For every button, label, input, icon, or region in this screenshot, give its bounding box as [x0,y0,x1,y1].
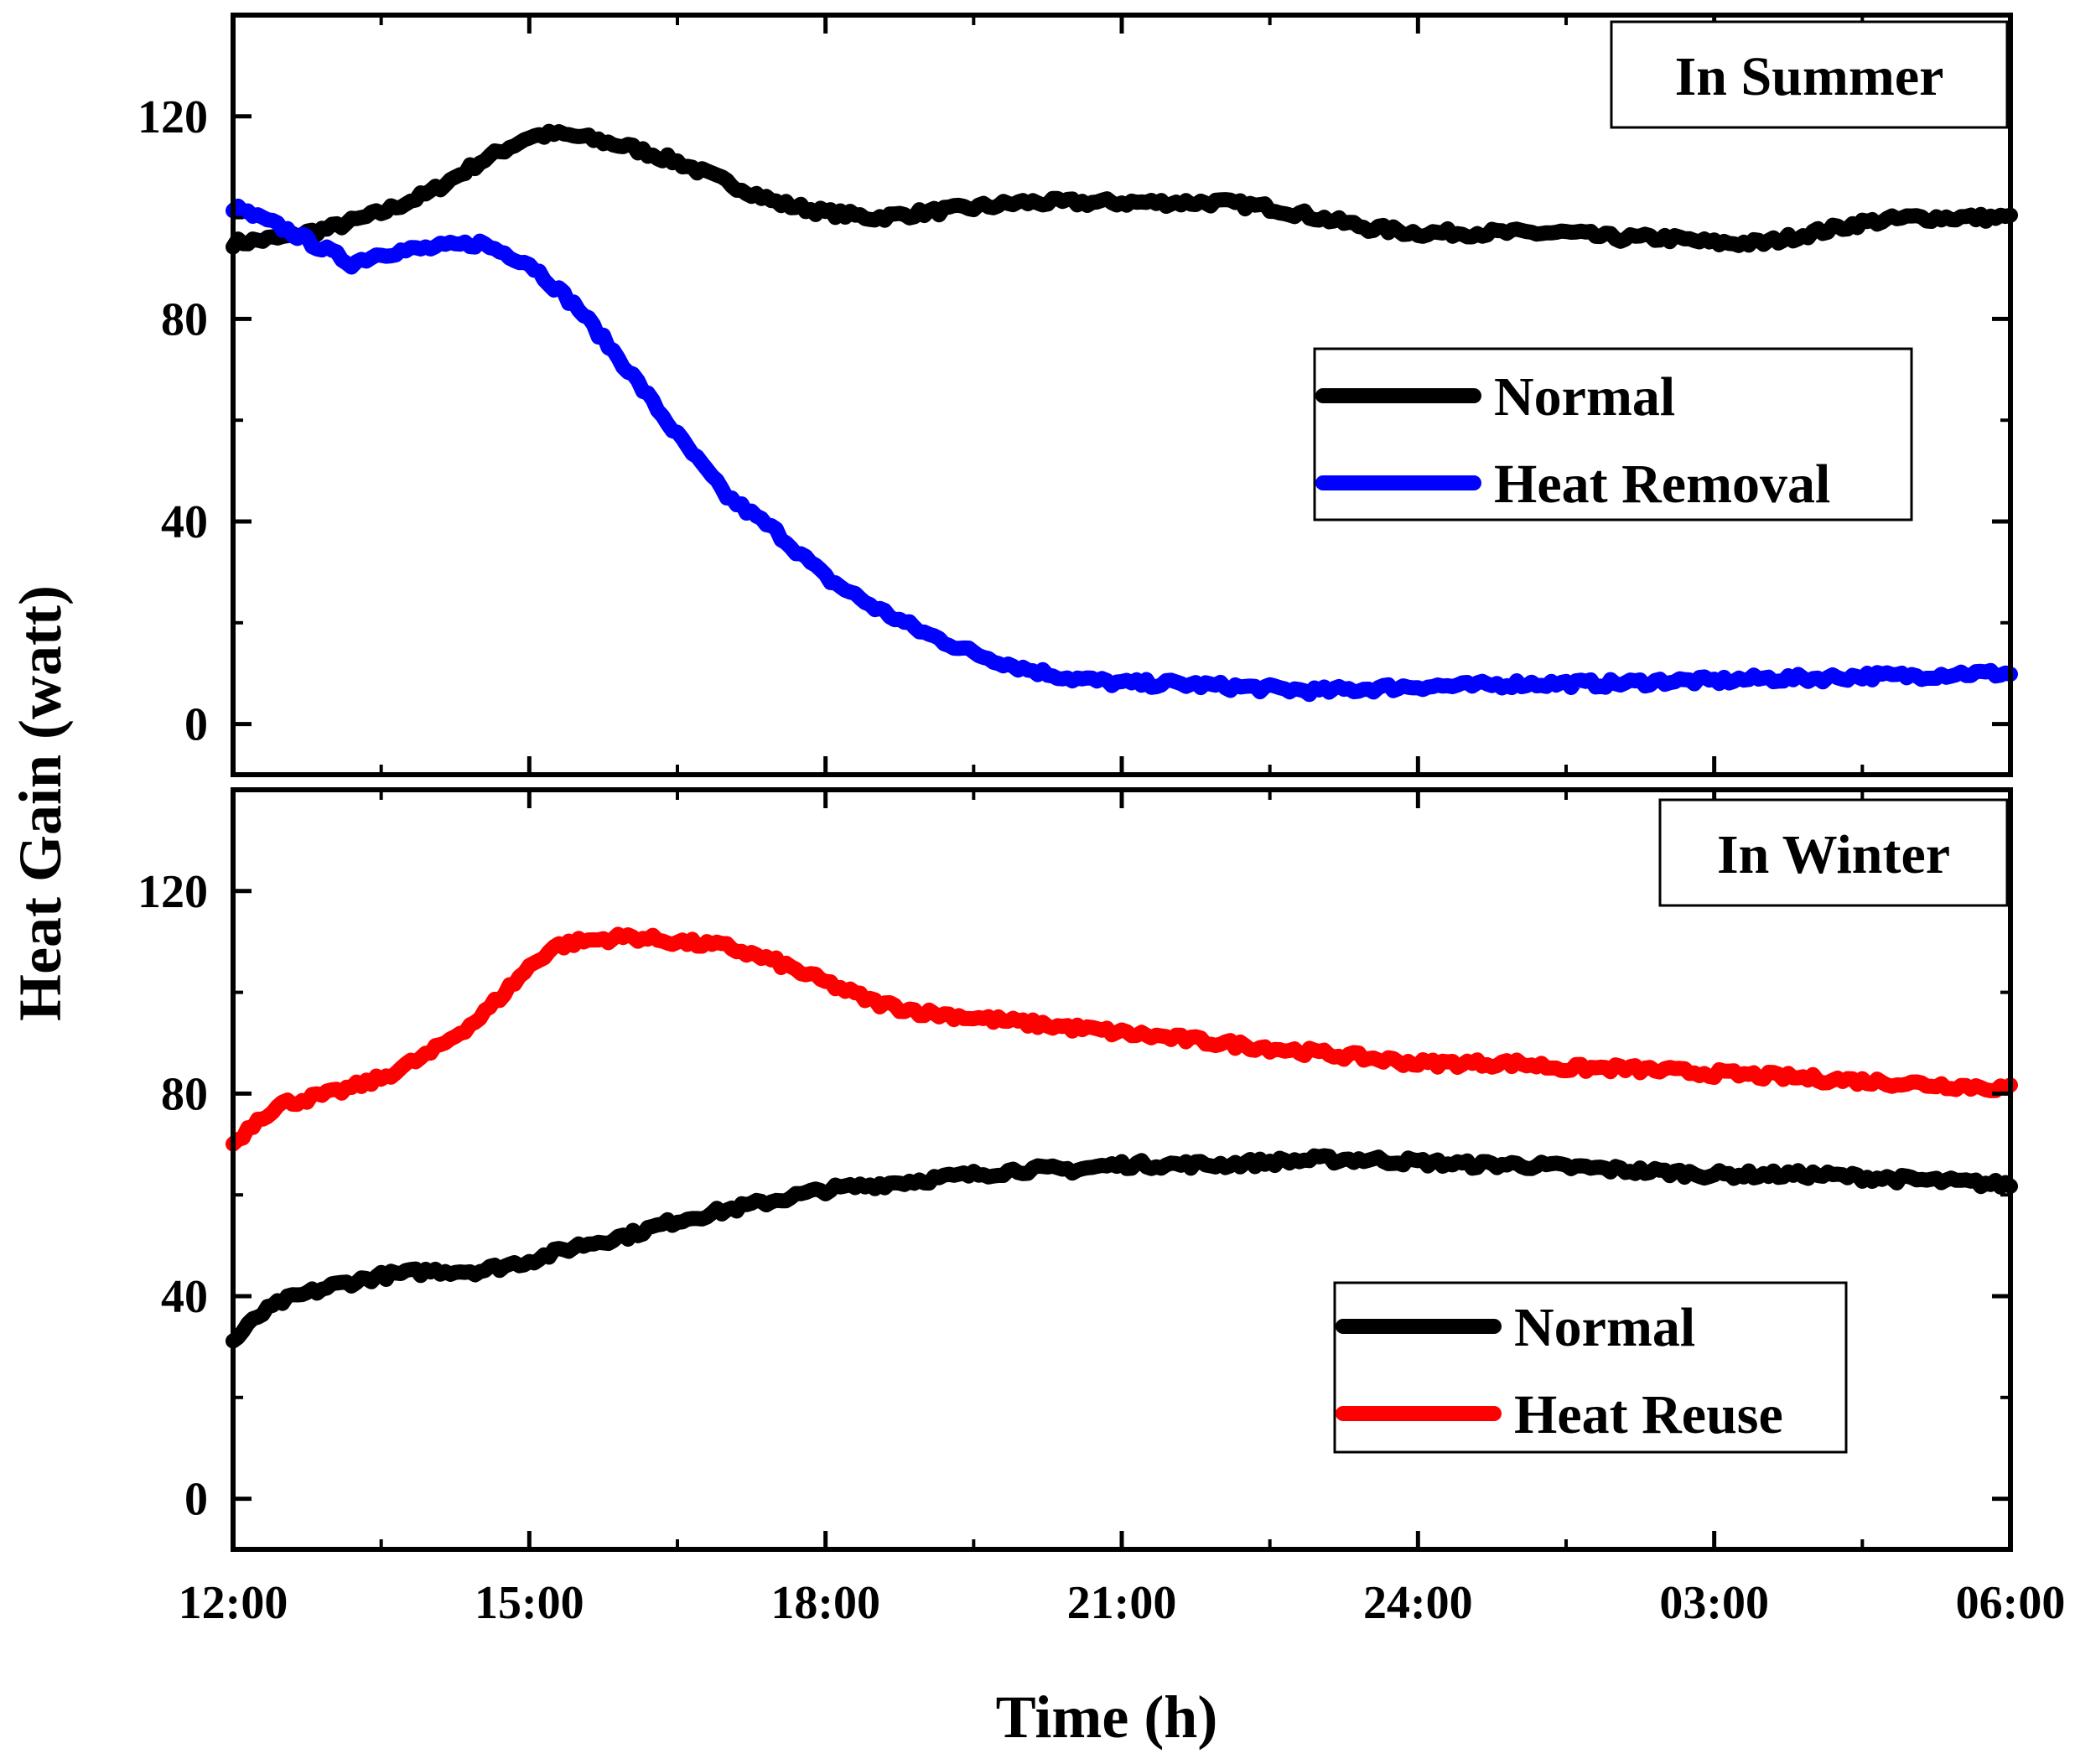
winter-panel: 0 40 80 120 12:00 15:00 18:00 21:00 24:00 03:00 0… [137,787,2066,1629]
winter-x-tick-label: 24:00 [1363,1577,1473,1629]
summer-panel: 0 40 80 120 In Summer Normal Heat Removal [137,13,2018,777]
winter-legend-label-heat-reuse: Heat Reuse [1514,1384,1783,1445]
winter-y-tick-label: 80 [161,1068,208,1120]
winter-series-normal [226,1148,2018,1349]
summer-series-normal [226,123,2018,255]
winter-x-tick-label: 21:00 [1067,1577,1177,1629]
winter-legend: Normal Heat Reuse [1333,1281,1848,1454]
summer-legend-box [1313,347,1913,521]
summer-legend-label-heat-removal: Heat Removal [1494,454,1830,515]
winter-plot-area [226,926,2018,1349]
summer-panel-label-text: In Summer [1675,46,1944,107]
summer-plot-area [226,123,2018,703]
winter-x-tick-label: 12:00 [179,1577,288,1629]
winter-panel-label: In Winter [1658,798,2009,907]
winter-y-tick-label: 120 [137,866,208,918]
winter-legend-label-normal: Normal [1514,1297,1695,1358]
summer-series-heat-removal [226,198,2018,703]
summer-y-tick-label: 80 [161,293,208,345]
winter-legend-box [1333,1281,1848,1454]
summer-plot-frame [231,13,2013,777]
winter-x-tick-label: 18:00 [770,1577,880,1629]
winter-plot-frame [231,787,2013,1552]
x-axis-title: Time (h) [996,1684,1218,1751]
winter-panel-label-text: In Winter [1717,824,1950,885]
summer-y-tick-label: 120 [137,91,208,143]
summer-y-tick-label: 0 [184,699,208,751]
winter-x-tick-label: 06:00 [1956,1577,2066,1629]
winter-series-heat-reuse [226,926,2018,1152]
summer-y-tick-label: 40 [161,496,208,548]
winter-x-tick-label: 15:00 [475,1577,584,1629]
summer-legend: Normal Heat Removal [1313,347,1913,521]
winter-y-tick-label: 0 [184,1474,208,1526]
winter-x-tick-label: 03:00 [1659,1577,1769,1629]
y-axis-title: Heat Gain (watt) [7,585,74,1021]
summer-panel-label: In Summer [1610,20,2009,129]
winter-x-axis: 12:00 15:00 18:00 21:00 24:00 03:00 06:00 [179,790,2066,1629]
summer-y-axis: 0 40 80 120 [137,91,2010,751]
winter-y-tick-label: 40 [161,1271,208,1323]
summer-legend-label-normal: Normal [1494,366,1675,428]
